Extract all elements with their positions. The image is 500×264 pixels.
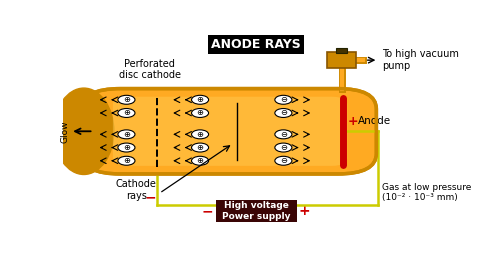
Circle shape — [192, 143, 208, 152]
Text: ⊕: ⊕ — [123, 109, 130, 117]
Text: To high vacuum
pump: To high vacuum pump — [382, 49, 459, 71]
FancyBboxPatch shape — [113, 97, 348, 166]
Text: ⊕: ⊕ — [123, 143, 130, 152]
Text: Glow: Glow — [60, 120, 70, 143]
Text: +: + — [299, 204, 310, 218]
Circle shape — [118, 109, 135, 117]
Circle shape — [192, 156, 208, 165]
Text: ⊖: ⊖ — [280, 156, 287, 165]
Circle shape — [275, 130, 292, 139]
Text: −: − — [144, 190, 156, 204]
Circle shape — [192, 109, 208, 117]
Text: ⊕: ⊕ — [196, 130, 203, 139]
Text: ⊕: ⊕ — [196, 95, 203, 104]
Text: ANODE RAYS: ANODE RAYS — [212, 38, 301, 51]
FancyBboxPatch shape — [216, 200, 297, 222]
Text: Cathode
rays: Cathode rays — [116, 180, 156, 201]
Text: −: − — [202, 204, 213, 218]
Text: ⊕: ⊕ — [123, 130, 130, 139]
Circle shape — [192, 130, 208, 139]
Circle shape — [118, 143, 135, 152]
Text: ⊕: ⊕ — [196, 143, 203, 152]
Text: ⊖: ⊖ — [280, 143, 287, 152]
Circle shape — [118, 156, 135, 165]
Text: ⊕: ⊕ — [123, 95, 130, 104]
FancyBboxPatch shape — [82, 89, 376, 174]
Text: Perforated
disc cathode: Perforated disc cathode — [118, 59, 180, 81]
Circle shape — [275, 95, 292, 104]
Circle shape — [118, 95, 135, 104]
Text: ⊕: ⊕ — [196, 109, 203, 117]
Text: ⊖: ⊖ — [280, 109, 287, 117]
Text: +: + — [348, 115, 363, 128]
Text: High voltage
Power supply: High voltage Power supply — [222, 201, 290, 221]
Text: ⊕: ⊕ — [196, 156, 203, 165]
Text: ⊕: ⊕ — [123, 156, 130, 165]
Text: Anode: Anode — [358, 116, 392, 126]
FancyBboxPatch shape — [336, 48, 347, 53]
Circle shape — [118, 130, 135, 139]
Circle shape — [275, 109, 292, 117]
Text: Gas at low pressure
(10⁻² · 10⁻³ mm): Gas at low pressure (10⁻² · 10⁻³ mm) — [382, 183, 472, 202]
Circle shape — [275, 156, 292, 165]
Text: ⊖: ⊖ — [280, 95, 287, 104]
Circle shape — [192, 95, 208, 104]
Ellipse shape — [54, 88, 114, 175]
Text: ⊖: ⊖ — [280, 130, 287, 139]
Circle shape — [275, 143, 292, 152]
FancyBboxPatch shape — [327, 53, 356, 68]
